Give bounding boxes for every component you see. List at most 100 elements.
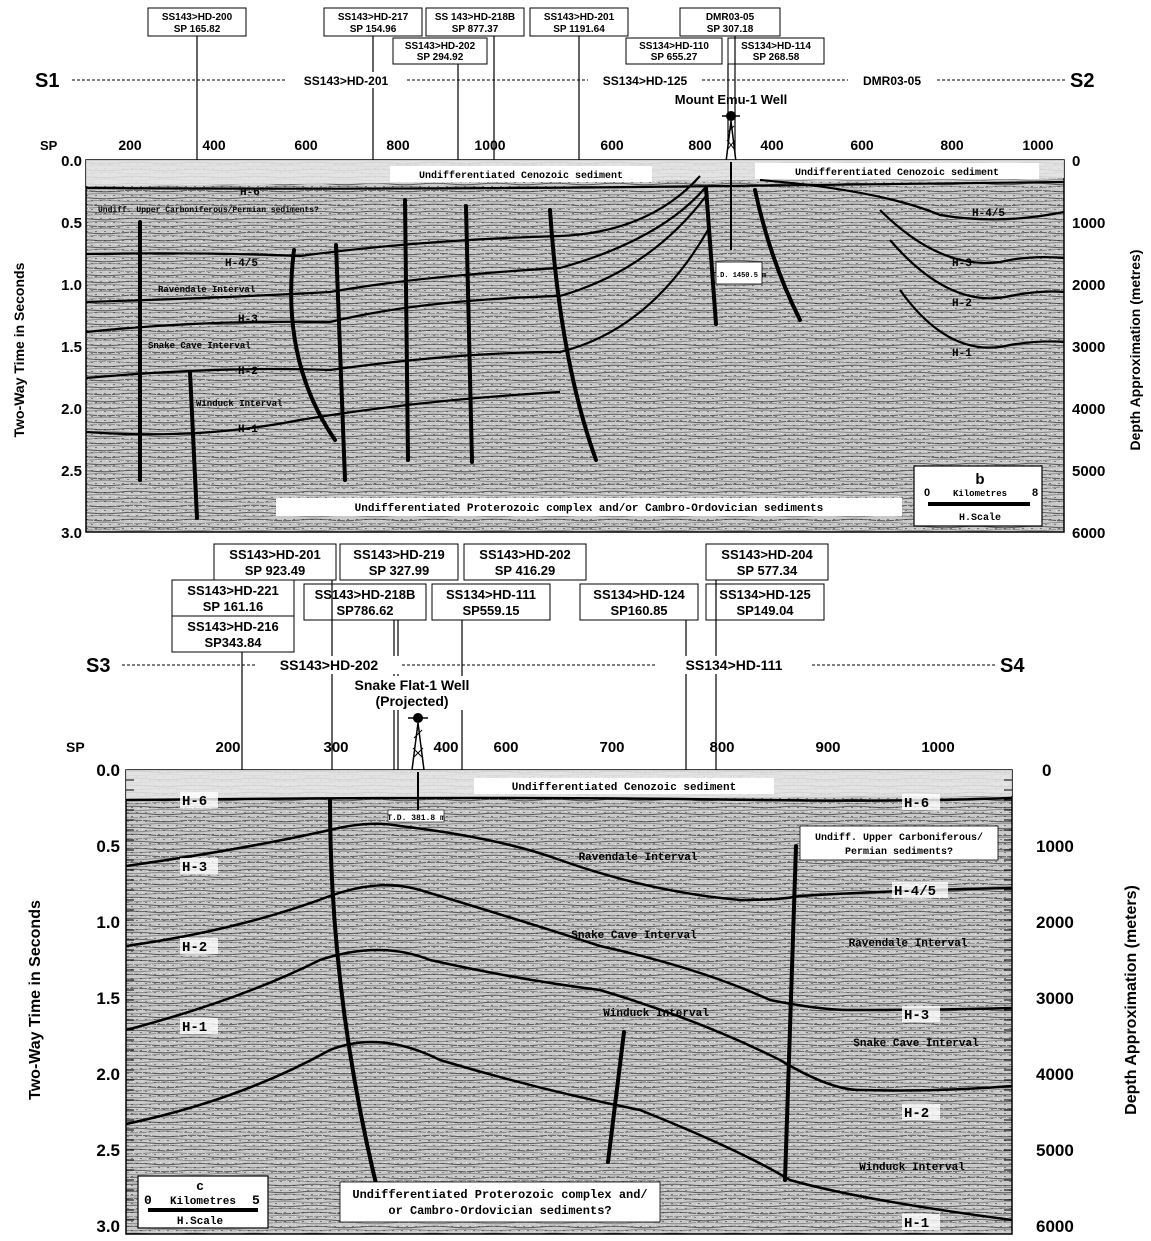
horizon-label: H-6: [182, 794, 207, 810]
time-tick: 2.0: [61, 401, 82, 418]
time-tick: 3.0: [61, 525, 82, 542]
time-axis-title: Two-Way Time in Seconds: [11, 262, 27, 437]
section-start-label: S3: [86, 655, 110, 677]
unit-label: Undifferentiated Cenozoic sediment: [512, 782, 736, 794]
panel-c-tie-boxes: SS143>HD-201 SP 923.49 SS143>HD-219 SP 3…: [171, 543, 829, 653]
line-segment-label: SS134>HD-111: [686, 657, 783, 673]
derrick-icon: [408, 713, 428, 771]
well-name: Mount Emu-1 Well: [675, 92, 787, 107]
line-segment-label: SS134>HD-125: [603, 74, 688, 88]
tie-line-sp: SP 577.34: [737, 563, 798, 578]
tie-box: SS143>HD-201 SP 923.49: [213, 543, 337, 581]
panel-c-sp-ticks: 200 300 400 600 700 800 900 1000: [215, 739, 954, 756]
scale-label: H.Scale: [177, 1216, 224, 1228]
panel-letter: c: [196, 1178, 203, 1193]
tie-line-name: SS143>HD-219: [353, 547, 444, 562]
horizon-label: H-1: [238, 424, 258, 436]
tie-box: SS143>HD-200 SP 165.82: [147, 7, 247, 37]
tie-line-name: SS134>HD-110: [639, 41, 709, 52]
line-segment-label: DMR03-05: [863, 74, 921, 88]
panel-b-tie-boxes: SS143>HD-200 SP 165.82 SS143>HD-217 SP 1…: [147, 7, 825, 65]
depth-tick: 0: [1072, 153, 1080, 170]
panel-b-seismic-section: T.D. 1450.5 m: [85, 159, 1065, 533]
horizon-label: H-4/5: [225, 258, 258, 270]
sp-tick: 600: [493, 739, 518, 756]
tie-line-name: SS143>HD-201: [544, 12, 615, 23]
depth-tick: 1000: [1072, 215, 1105, 232]
depth-tick: 6000: [1036, 1217, 1074, 1236]
scale-label: H.Scale: [959, 512, 1001, 524]
section-end-label: S2: [1070, 70, 1094, 92]
tie-line-sp: SP343.84: [204, 635, 262, 650]
unit-label: Undiff. Upper Carboniferous/: [815, 832, 983, 844]
sp-tick: 200: [215, 739, 240, 756]
time-tick: 1.0: [96, 913, 120, 932]
unit-label: Undifferentiated Proterozoic complex and…: [355, 503, 824, 515]
tie-line-sp: SP 154.96: [350, 24, 397, 35]
scale-max: 5: [252, 1193, 260, 1208]
panel-c-scale-bar: c 0 5 Kilometres H.Scale: [137, 1175, 269, 1229]
horizon-label: H-1: [952, 348, 972, 360]
tie-box: SS134>HD-125 SP149.04: [705, 583, 825, 621]
sp-tick: 400: [760, 137, 784, 153]
sp-tick: 800: [688, 137, 712, 153]
depth-axis-title: Depth Approximation (metres): [1127, 250, 1143, 451]
tie-line-sp: SP786.62: [336, 603, 393, 618]
panel-c-unit-labels: Undifferentiated Cenozoic sediment Raven…: [339, 778, 999, 1223]
td-label: T.D. 1450.5 m: [712, 272, 767, 280]
tie-line-name: SS143>HD-216: [187, 619, 278, 634]
depth-tick: 4000: [1072, 401, 1105, 418]
unit-label: Winduck Interval: [603, 1008, 709, 1020]
horizon-label: H-1: [182, 1020, 207, 1036]
sp-tick: 400: [202, 137, 226, 153]
depth-axis-title: Depth Approximation (meters): [1123, 885, 1140, 1115]
tie-box: SS134>HD-110 SP 655.27: [625, 37, 723, 65]
tie-box: DMR03-05 SP 307.18: [679, 7, 781, 37]
horizon-label: H-2: [952, 298, 972, 310]
depth-tick: 6000: [1072, 525, 1105, 542]
sp-tick: 1000: [921, 739, 954, 756]
sp-tick: 600: [600, 137, 624, 153]
tie-line-sp: SP 923.49: [245, 563, 305, 578]
unit-label: Snake Cave Interval: [148, 341, 251, 351]
section-start-label: S1: [35, 70, 59, 92]
tie-line-name: SS143>HD-204: [721, 547, 813, 562]
tie-line-sp: SP 294.92: [417, 52, 464, 63]
depth-tick: 2000: [1072, 277, 1105, 294]
depth-tick: 5000: [1036, 1141, 1074, 1160]
tie-line-sp: SP 327.99: [369, 563, 429, 578]
panel-b: SS143>HD-200 SP 165.82 SS143>HD-217 SP 1…: [11, 7, 1143, 542]
tie-line-name: SS143>HD-201: [229, 547, 320, 562]
depth-tick: 5000: [1072, 463, 1105, 480]
sp-axis-title: SP: [40, 138, 58, 153]
tie-line-sp: SP 877.37: [452, 24, 499, 35]
tie-box: SS143>HD-218B SP786.62: [303, 583, 427, 621]
tie-box: SS 143>HD-218B SP 877.37: [425, 7, 525, 37]
unit-label: Ravendale Interval: [579, 852, 698, 864]
time-axis-title: Two-Way Time in Seconds: [27, 900, 44, 1100]
tie-line-sp: SP149.04: [736, 603, 794, 618]
depth-tick: 0: [1042, 761, 1051, 780]
tie-line-sp: SP 1191.64: [553, 24, 605, 35]
horizon-label: H-3: [238, 314, 258, 326]
unit-label: Ravendale Interval: [849, 938, 968, 950]
depth-tick: 4000: [1036, 1065, 1074, 1084]
tie-box: SS134>HD-111 SP559.15: [431, 583, 551, 621]
panel-b-sp-ticks: 200 400 600 800 1000 600 800 400 600 800…: [118, 137, 1053, 153]
tie-line-sp: SP160.85: [610, 603, 667, 618]
sp-tick: 900: [815, 739, 840, 756]
tie-line-sp: SP 161.16: [203, 599, 263, 614]
time-tick: 3.0: [96, 1217, 120, 1236]
horizon-label: H-6: [904, 796, 929, 812]
sp-tick: 1000: [1022, 137, 1053, 153]
unit-label: Snake Cave Interval: [853, 1038, 979, 1050]
unit-label: or Cambro-Ordovician sediments?: [388, 1204, 611, 1218]
panel-b-depth-axis: 0 1000 2000 3000 4000 5000 6000 Depth Ap…: [1072, 153, 1143, 542]
panel-c-tie-lines: [241, 580, 717, 770]
scale-min: 0: [144, 1193, 152, 1208]
tie-box: SS143>HD-217 SP 154.96: [323, 7, 423, 37]
panel-c-depth-axis: 0 1000 2000 3000 4000 5000 6000 Depth Ap…: [1036, 761, 1140, 1236]
sp-tick: 600: [850, 137, 874, 153]
horizon-label: H-2: [182, 940, 207, 956]
